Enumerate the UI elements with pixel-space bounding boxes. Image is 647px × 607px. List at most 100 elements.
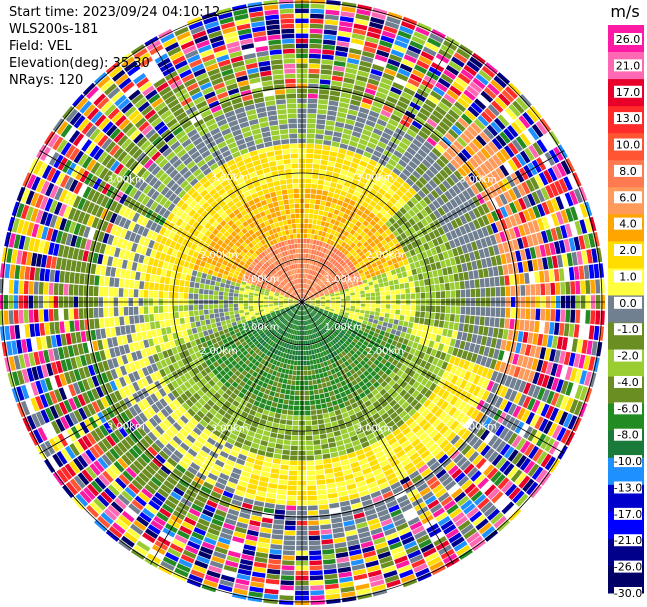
range-gate	[305, 284, 308, 289]
range-gate	[359, 312, 365, 317]
range-gate	[532, 259, 539, 271]
range-gate	[305, 168, 313, 174]
range-gate	[406, 243, 414, 251]
range-gate	[395, 35, 410, 44]
range-gate	[293, 365, 297, 371]
range-gate	[278, 377, 284, 384]
range-gate	[390, 304, 396, 310]
range-gate	[414, 152, 424, 162]
range-gate	[341, 281, 347, 286]
range-gate	[272, 529, 284, 535]
range-gate	[441, 224, 450, 234]
range-gate	[532, 205, 541, 219]
range-gate	[378, 316, 384, 322]
range-gate	[435, 125, 447, 136]
range-gate	[484, 107, 497, 120]
range-gate	[459, 214, 468, 225]
range-gate	[392, 230, 400, 238]
range-gate	[309, 48, 322, 54]
range-gate	[492, 244, 500, 256]
range-gate	[491, 170, 501, 182]
range-gate	[269, 473, 279, 479]
range-gate	[458, 272, 464, 281]
range-gate	[456, 264, 463, 273]
range-gate	[347, 204, 354, 211]
range-gate	[361, 97, 373, 105]
range-gate	[497, 243, 505, 254]
range-gate	[440, 193, 449, 204]
range-gate	[449, 198, 459, 209]
range-gate	[316, 484, 327, 490]
range-gate	[313, 265, 317, 271]
range-gate	[309, 33, 323, 39]
range-gate	[279, 393, 285, 399]
range-gate	[398, 336, 405, 344]
range-gate	[570, 309, 576, 323]
range-gate	[304, 193, 311, 199]
range-gate	[522, 331, 529, 344]
range-gate	[376, 324, 382, 330]
range-gate	[360, 55, 374, 64]
range-gate	[485, 307, 491, 317]
range-gate	[480, 163, 490, 175]
range-gate	[518, 224, 526, 237]
range-gate	[400, 224, 408, 232]
range-gate	[388, 233, 396, 241]
range-gate	[259, 532, 271, 539]
range-gate	[503, 145, 515, 158]
range-gate	[370, 292, 376, 297]
range-gate	[325, 294, 330, 297]
range-gate	[419, 199, 428, 208]
range-gate	[293, 405, 300, 411]
range-gate	[423, 242, 430, 251]
range-gate	[439, 154, 450, 165]
range-gate	[308, 274, 312, 280]
range-gate	[414, 116, 426, 126]
range-gate	[412, 170, 422, 180]
range-gate	[499, 318, 505, 329]
range-gate	[345, 276, 351, 281]
range-gate	[315, 278, 320, 283]
range-gate	[527, 221, 536, 234]
range-gate	[527, 332, 534, 344]
range-gate	[459, 281, 465, 290]
range-gate	[331, 198, 338, 204]
range-gate	[388, 225, 396, 233]
range-gate	[535, 308, 541, 321]
range-gate	[321, 543, 334, 550]
range-gate	[338, 285, 343, 289]
range-gate	[509, 274, 515, 286]
range-gate	[322, 408, 329, 414]
range-gate	[294, 400, 300, 406]
range-gate	[286, 384, 291, 390]
range-gate	[267, 563, 281, 570]
range-gate	[322, 548, 335, 555]
range-gate	[330, 416, 337, 422]
range-gate	[396, 272, 403, 279]
range-gate	[342, 213, 349, 220]
range-gate	[323, 253, 328, 259]
range-gate	[296, 375, 300, 381]
range-gate	[563, 176, 573, 191]
range-gate	[538, 172, 549, 186]
range-gate	[447, 249, 454, 258]
range-gate	[324, 175, 332, 182]
range-gate	[468, 172, 478, 184]
range-gate	[471, 260, 478, 270]
range-gate	[458, 236, 466, 246]
range-gate	[327, 212, 333, 219]
range-gate	[310, 296, 315, 299]
range-gate	[363, 257, 369, 264]
range-gate	[318, 281, 323, 286]
range-gate	[314, 229, 319, 235]
range-gate	[364, 87, 377, 96]
range-gate	[272, 458, 281, 464]
range-gate	[346, 62, 359, 70]
range-gate	[389, 252, 396, 260]
range-gate	[358, 138, 368, 146]
range-gate	[362, 129, 372, 137]
range-gate	[260, 440, 269, 447]
range-gate	[326, 217, 332, 223]
range-gate	[299, 325, 302, 331]
range-gate	[269, 478, 279, 484]
